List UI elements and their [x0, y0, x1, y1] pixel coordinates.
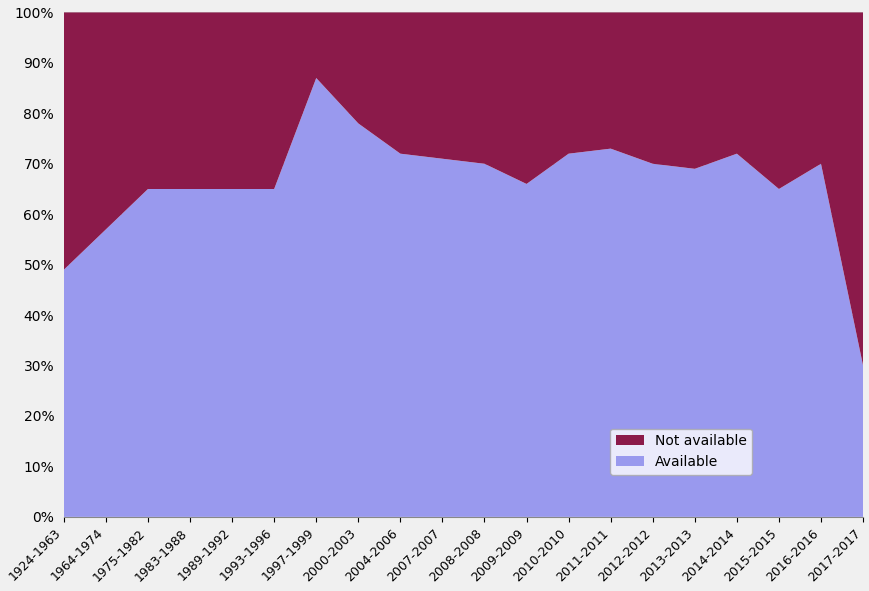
Legend: Not available, Available: Not available, Available: [610, 428, 752, 475]
